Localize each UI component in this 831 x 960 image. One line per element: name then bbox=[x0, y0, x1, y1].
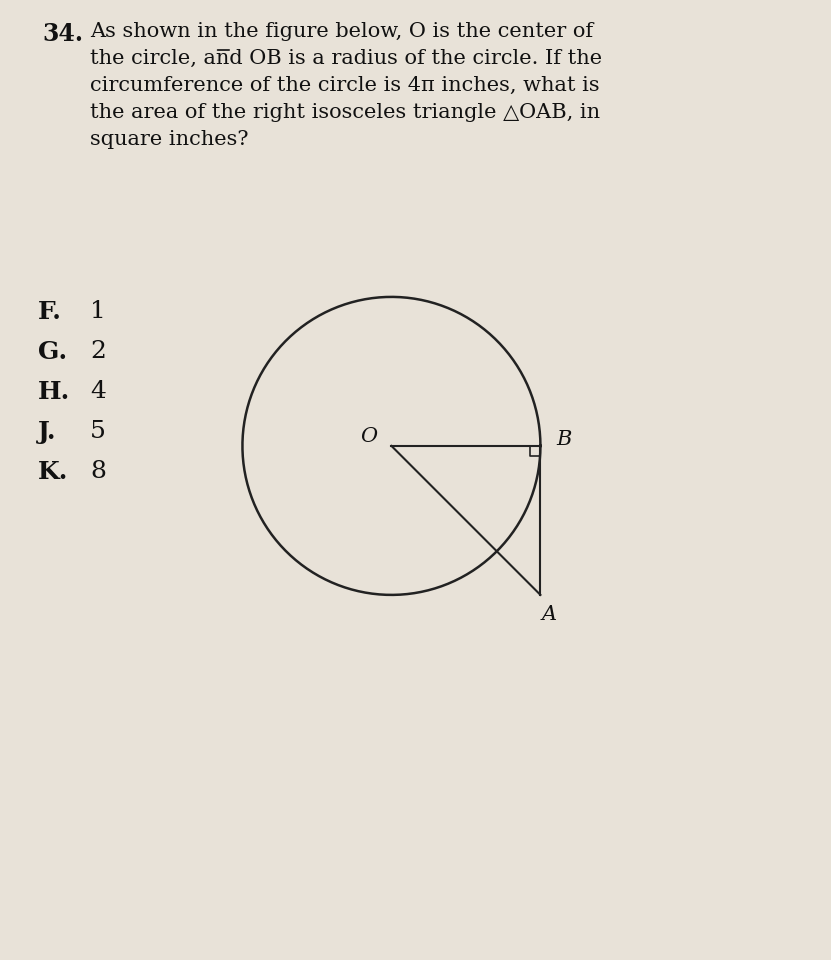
Text: 2: 2 bbox=[90, 340, 106, 363]
Text: F.: F. bbox=[38, 300, 61, 324]
Text: J.: J. bbox=[38, 420, 57, 444]
Text: K.: K. bbox=[38, 460, 68, 484]
Text: H.: H. bbox=[38, 380, 71, 404]
Text: 4: 4 bbox=[90, 380, 106, 403]
Text: 8: 8 bbox=[90, 460, 106, 483]
Text: the circle, and OB is a radius of the circle. If the: the circle, and OB is a radius of the ci… bbox=[90, 49, 602, 68]
Text: A: A bbox=[542, 605, 557, 624]
Text: the area of the right isosceles triangle △OAB, in: the area of the right isosceles triangle… bbox=[90, 103, 600, 122]
Text: square inches?: square inches? bbox=[90, 130, 248, 149]
Text: G.: G. bbox=[38, 340, 67, 364]
Text: circumference of the circle is 4π inches, what is: circumference of the circle is 4π inches… bbox=[90, 76, 600, 95]
Text: 34.: 34. bbox=[42, 22, 83, 46]
Text: B: B bbox=[557, 430, 572, 449]
Text: As shown in the figure below, O is the center of: As shown in the figure below, O is the c… bbox=[90, 22, 593, 41]
Text: 5: 5 bbox=[90, 420, 106, 443]
Text: O: O bbox=[361, 427, 377, 446]
Text: 1: 1 bbox=[90, 300, 106, 323]
